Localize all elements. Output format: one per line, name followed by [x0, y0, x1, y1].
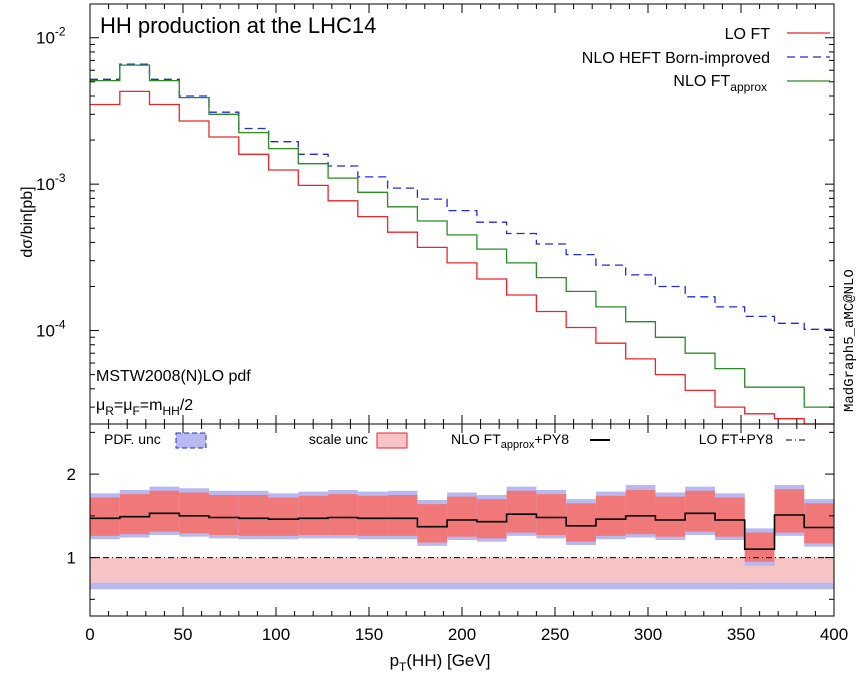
- legend-nlo-py8-sub: approx: [501, 439, 535, 451]
- main-legend: LO FT NLO HEFT Born-improved NLO FTappro…: [582, 26, 830, 94]
- nlo-scale-band-bin: [179, 492, 210, 534]
- ratio-y-ticks: 12: [67, 431, 834, 600]
- y-axis-label: dσ/bin[pb]: [19, 186, 36, 257]
- legend-pdf-unc-label: PDF. unc: [104, 431, 161, 447]
- label-part: p: [390, 651, 399, 670]
- nlo-scale-band-bin: [625, 489, 656, 535]
- nlo-scale-band-bin: [298, 495, 329, 536]
- nlo-scale-band-bin: [209, 494, 239, 536]
- legend-scale-unc-swatch: [376, 432, 408, 449]
- ratio-bands: [90, 484, 834, 590]
- nlo-scale-band-bin: [566, 503, 596, 542]
- x-tick-label: 0: [85, 625, 94, 644]
- main-panel-frame: [89, 3, 835, 425]
- x-tick-label: 250: [541, 625, 569, 644]
- nlo-scale-band-bin: [744, 532, 775, 562]
- ratio-y-tick-label: 2: [67, 465, 76, 484]
- main-x-ticks: [89, 4, 835, 424]
- legend-nlo-heft-label: NLO HEFT Born-improved: [582, 50, 770, 67]
- nlo-scale-band-bin: [238, 494, 269, 536]
- y-tick-label: 10-2: [36, 25, 66, 48]
- nlo-scale-band-bin: [595, 495, 626, 536]
- nlo-scale-band-bin: [536, 494, 567, 536]
- legend-scale-unc-label: scale unc: [309, 431, 368, 447]
- nlo-scale-band-bin: [417, 504, 448, 543]
- nlo-scale-band-bin: [149, 490, 180, 532]
- ratio-panel: 12 0 50 100 150 200 250 300 350 400 PDF. unc sca…: [67, 423, 848, 674]
- nlo-ratio-line: [90, 512, 834, 550]
- generator-label: MadGraph5_aMC@NLO: [842, 269, 858, 412]
- nlo-scale-band-bin: [804, 503, 834, 544]
- legend-nlo-py8-label: NLO FTapprox+PY8: [451, 431, 569, 451]
- x-tick-label: 200: [448, 625, 476, 644]
- legend-pdf-unc-swatch: [175, 432, 207, 449]
- series-line-2: [90, 64, 834, 408]
- chart-title: HH production at the LHC14: [100, 13, 376, 38]
- ratio-y-tick-label: 1: [67, 549, 76, 568]
- series-line-1: [90, 63, 834, 330]
- x-tick-label: 100: [262, 625, 290, 644]
- nlo-scale-band-bin: [90, 497, 120, 536]
- nlo-scale-band-bin: [685, 490, 715, 532]
- nlo-scale-band-bin: [476, 499, 507, 539]
- x-tick-label: 300: [634, 625, 662, 644]
- nlo-scale-band-bin: [506, 490, 537, 533]
- y-tick-exp: -3: [55, 171, 66, 185]
- label-part: R: [105, 404, 114, 418]
- ratio-legend: PDF. unc scale unc NLO FTapprox+PY8 LO F…: [104, 431, 808, 451]
- lo-scale-band: [90, 557, 834, 583]
- main-panel: 10-210-310-4 HH production at the LHC14 …: [19, 3, 858, 425]
- nlo-scale-band-bin: [447, 496, 477, 537]
- legend-nlo-ft-sub: approx: [730, 80, 767, 94]
- nlo-scale-band-bin: [268, 497, 299, 536]
- label-part: =μ: [114, 397, 133, 414]
- label-part: (HH) [GeV]: [406, 651, 490, 670]
- y-tick-exp: -4: [55, 318, 66, 332]
- legend-nlo-py8-suffix: +PY8: [534, 431, 569, 447]
- y-tick-exp: -2: [55, 25, 66, 39]
- series-line-0: [90, 90, 834, 425]
- y-tick-label: 10-3: [36, 171, 66, 194]
- x-tick-label: 400: [820, 625, 848, 644]
- label-part: T: [399, 660, 407, 674]
- legend-nlo-ft-label: NLO FTapprox: [673, 73, 767, 94]
- nlo-scale-band-bin: [655, 496, 686, 537]
- lo-pdf-band: [90, 582, 834, 590]
- label-part: μ: [96, 397, 105, 414]
- legend-nlo-py8-main: NLO FT: [451, 431, 501, 447]
- ratio-x-ticks: 0 50 100 150 200 250 300 350 400: [85, 424, 848, 644]
- x-axis-label: pT(HH) [GeV]: [390, 651, 491, 674]
- x-tick-label: 50: [174, 625, 193, 644]
- pdf-annotation: MSTW2008(N)LO pdf: [96, 368, 251, 385]
- nlo-scale-band-bin: [357, 495, 388, 536]
- nlo-scale-band-bin: [774, 489, 805, 533]
- nlo-scale-band-bin: [387, 494, 418, 536]
- y-tick-label: 10-4: [36, 318, 66, 341]
- label-part: /2: [180, 397, 193, 414]
- legend-lo-py8-label: LO FT+PY8: [699, 431, 774, 447]
- scale-annotation: μR=μF=mHH/2: [96, 397, 193, 418]
- y-tick-base: 10: [36, 175, 55, 194]
- nlo-scale-band-bin: [714, 497, 745, 537]
- label-part: F: [132, 404, 139, 418]
- legend-lo-ft-label: LO FT: [725, 26, 771, 43]
- legend-nlo-ft-main: NLO FT: [673, 73, 730, 90]
- label-part: =m: [140, 397, 163, 414]
- y-tick-base: 10: [36, 322, 55, 341]
- nlo-scale-band-bin: [328, 494, 358, 536]
- x-tick-label: 150: [355, 625, 383, 644]
- top-series-group: [90, 63, 834, 425]
- nlo-scale-band-bin: [119, 494, 150, 535]
- label-part: HH: [162, 404, 179, 418]
- x-tick-label: 350: [727, 625, 755, 644]
- y-tick-base: 10: [36, 29, 55, 48]
- main-y-ticks: 10-210-310-4: [36, 25, 834, 408]
